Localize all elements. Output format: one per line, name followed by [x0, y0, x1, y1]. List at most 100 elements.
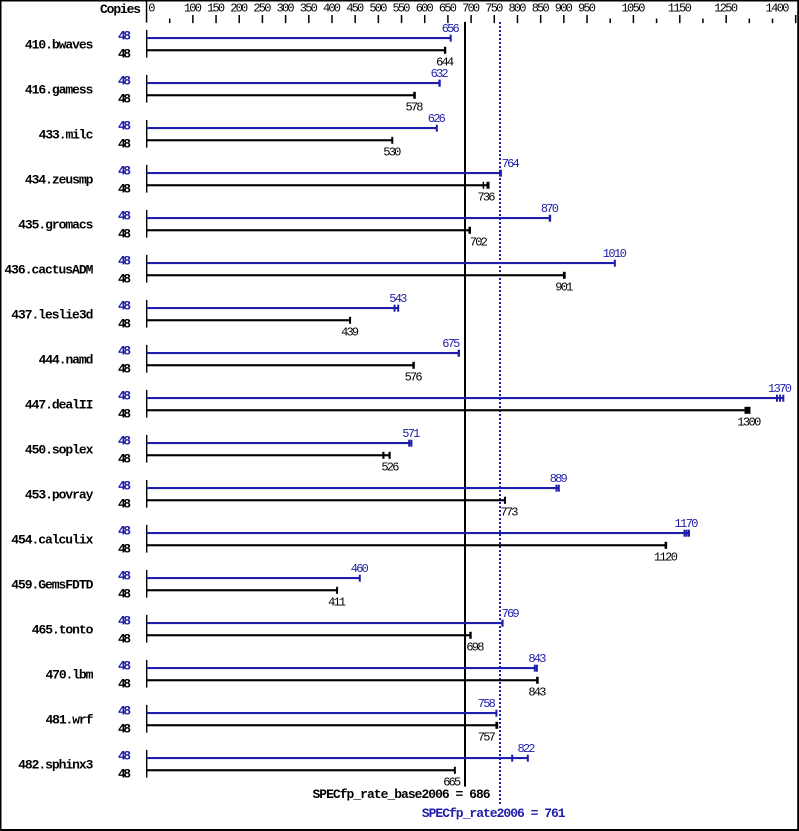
- svg-text:48: 48: [118, 497, 131, 512]
- svg-text:470.lbm: 470.lbm: [46, 668, 94, 683]
- svg-text:450: 450: [346, 2, 364, 16]
- svg-text:450.soplex: 450.soplex: [25, 443, 94, 458]
- svg-text:48: 48: [118, 434, 131, 449]
- svg-text:543: 543: [389, 292, 407, 306]
- svg-text:675: 675: [442, 337, 460, 351]
- svg-text:48: 48: [118, 569, 131, 584]
- svg-text:150: 150: [207, 2, 225, 16]
- svg-text:571: 571: [402, 427, 420, 441]
- svg-text:48: 48: [118, 119, 131, 134]
- svg-text:453.povray: 453.povray: [25, 488, 94, 503]
- svg-text:465.tonto: 465.tonto: [32, 623, 94, 638]
- svg-text:578: 578: [406, 101, 424, 115]
- svg-text:843: 843: [528, 686, 546, 700]
- svg-text:434.zeusmp: 434.zeusmp: [25, 173, 94, 188]
- svg-text:48: 48: [118, 254, 131, 269]
- svg-text:600: 600: [416, 2, 434, 16]
- svg-text:843: 843: [528, 652, 546, 666]
- svg-text:454.calculix: 454.calculix: [11, 533, 93, 548]
- svg-text:1370: 1370: [768, 382, 792, 396]
- svg-text:400: 400: [323, 2, 341, 16]
- svg-text:437.leslie3d: 437.leslie3d: [11, 308, 93, 323]
- svg-text:758: 758: [478, 697, 496, 711]
- svg-text:1250: 1250: [714, 2, 738, 16]
- svg-text:1050: 1050: [621, 2, 645, 16]
- svg-text:48: 48: [118, 632, 131, 647]
- svg-text:482.sphinx3: 482.sphinx3: [18, 758, 93, 773]
- svg-text:48: 48: [118, 767, 131, 782]
- svg-text:0: 0: [148, 2, 155, 16]
- svg-text:48: 48: [118, 389, 131, 404]
- svg-text:900: 900: [555, 2, 573, 16]
- svg-text:530: 530: [383, 146, 401, 160]
- svg-text:48: 48: [118, 227, 131, 242]
- svg-text:48: 48: [118, 137, 131, 152]
- svg-text:736: 736: [478, 191, 496, 205]
- svg-text:350: 350: [300, 2, 318, 16]
- svg-text:48: 48: [118, 587, 131, 602]
- svg-text:48: 48: [118, 209, 131, 224]
- svg-text:48: 48: [118, 479, 131, 494]
- svg-text:48: 48: [118, 452, 131, 467]
- svg-text:644: 644: [436, 56, 454, 70]
- svg-text:702: 702: [470, 236, 488, 250]
- svg-text:576: 576: [405, 371, 423, 385]
- svg-text:300: 300: [277, 2, 295, 16]
- svg-text:48: 48: [118, 524, 131, 539]
- svg-text:444.namd: 444.namd: [39, 353, 94, 368]
- svg-text:626: 626: [428, 112, 446, 126]
- svg-text:950: 950: [578, 2, 596, 16]
- svg-text:48: 48: [118, 74, 131, 89]
- svg-text:48: 48: [118, 542, 131, 557]
- svg-text:750: 750: [485, 2, 503, 16]
- svg-text:48: 48: [118, 362, 131, 377]
- svg-text:870: 870: [541, 202, 559, 216]
- svg-text:1010: 1010: [603, 247, 627, 261]
- svg-text:1300: 1300: [737, 416, 761, 430]
- svg-text:1120: 1120: [654, 551, 678, 565]
- svg-text:48: 48: [118, 659, 131, 674]
- svg-text:764: 764: [502, 157, 520, 171]
- svg-text:526: 526: [381, 461, 399, 475]
- svg-text:416.gamess: 416.gamess: [25, 83, 94, 98]
- svg-text:700: 700: [462, 2, 480, 16]
- svg-text:481.wrf: 481.wrf: [46, 713, 94, 728]
- svg-text:632: 632: [431, 67, 449, 81]
- svg-text:100: 100: [184, 2, 202, 16]
- svg-text:757: 757: [478, 731, 496, 745]
- svg-text:48: 48: [118, 614, 131, 629]
- svg-text:SPECfp_rate_base2006 = 686: SPECfp_rate_base2006 = 686: [313, 787, 491, 802]
- svg-text:48: 48: [118, 749, 131, 764]
- svg-text:650: 650: [439, 2, 457, 16]
- svg-text:200: 200: [230, 2, 248, 16]
- svg-text:Copies: Copies: [100, 2, 141, 17]
- svg-text:1150: 1150: [668, 2, 692, 16]
- svg-text:48: 48: [118, 47, 131, 62]
- svg-text:436.cactusADM: 436.cactusADM: [4, 263, 93, 278]
- svg-text:698: 698: [466, 641, 484, 655]
- svg-text:500: 500: [369, 2, 387, 16]
- svg-text:410.bwaves: 410.bwaves: [25, 38, 94, 53]
- svg-text:SPECfp_rate2006 = 761: SPECfp_rate2006 = 761: [422, 806, 566, 821]
- svg-text:1400: 1400: [766, 2, 790, 16]
- svg-text:433.milc: 433.milc: [39, 128, 94, 143]
- svg-text:48: 48: [118, 677, 131, 692]
- svg-text:48: 48: [118, 182, 131, 197]
- svg-text:250: 250: [253, 2, 271, 16]
- svg-text:48: 48: [118, 29, 131, 44]
- svg-text:800: 800: [509, 2, 527, 16]
- svg-text:439: 439: [341, 326, 359, 340]
- svg-text:435.gromacs: 435.gromacs: [18, 218, 93, 233]
- svg-text:459.GemsFDTD: 459.GemsFDTD: [11, 578, 93, 593]
- svg-text:48: 48: [118, 407, 131, 422]
- svg-text:850: 850: [532, 2, 550, 16]
- svg-text:656: 656: [442, 22, 460, 36]
- svg-text:822: 822: [518, 742, 536, 756]
- svg-text:665: 665: [443, 776, 461, 790]
- svg-text:901: 901: [555, 281, 573, 295]
- svg-text:48: 48: [118, 164, 131, 179]
- svg-text:48: 48: [118, 317, 131, 332]
- svg-text:411: 411: [328, 596, 346, 610]
- svg-text:769: 769: [502, 607, 520, 621]
- svg-text:889: 889: [550, 472, 568, 486]
